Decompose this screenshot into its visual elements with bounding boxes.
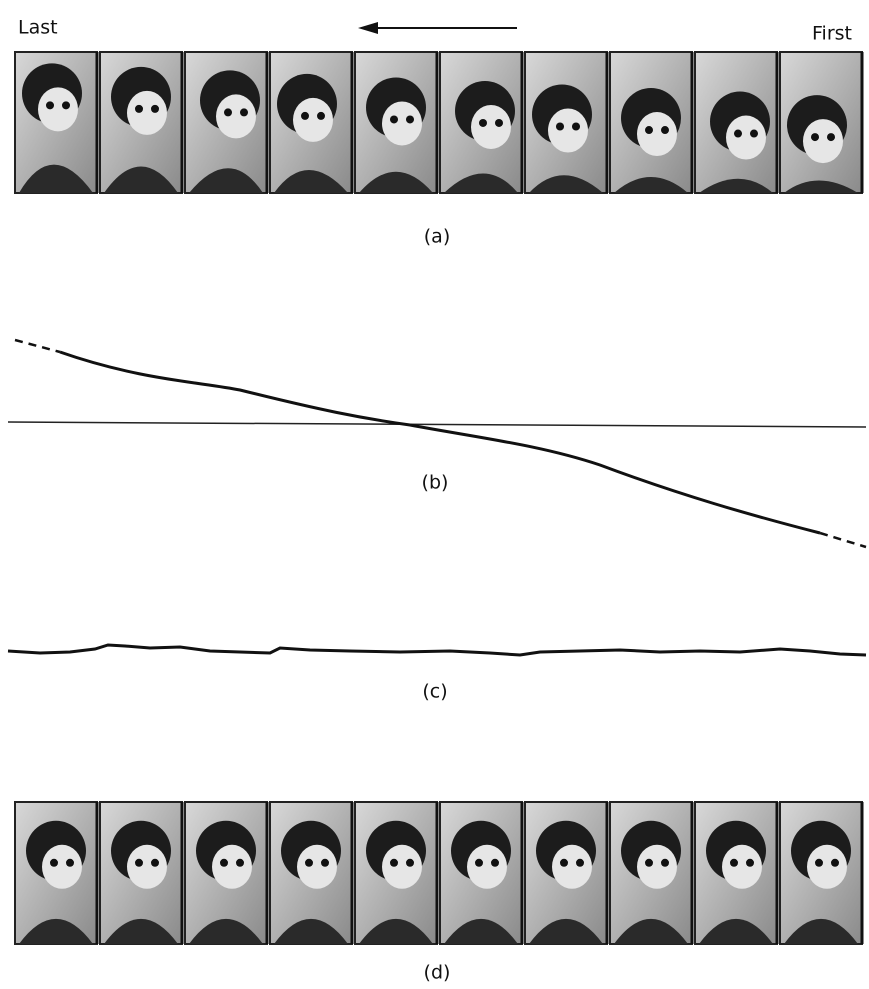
face	[127, 91, 167, 135]
eye	[50, 859, 58, 867]
panel-label: (b)	[422, 472, 449, 494]
frame	[440, 52, 522, 193]
frame	[355, 802, 437, 944]
curve-dashed	[15, 340, 60, 352]
frame	[525, 52, 607, 193]
eye	[224, 108, 232, 116]
eye	[46, 101, 54, 109]
panel-label: (d)	[424, 962, 451, 984]
face	[467, 845, 507, 889]
frame	[610, 802, 692, 944]
curve	[60, 352, 820, 533]
frame	[695, 52, 777, 193]
eye	[390, 115, 398, 123]
eye	[730, 859, 738, 867]
face	[471, 105, 511, 149]
eye	[135, 105, 143, 113]
eye	[151, 859, 159, 867]
frame	[185, 52, 267, 193]
eye	[661, 859, 669, 867]
frame	[355, 52, 437, 193]
eye	[572, 123, 580, 131]
eye	[151, 105, 159, 113]
eye	[811, 133, 819, 141]
eye	[390, 859, 398, 867]
eye	[661, 126, 669, 134]
face	[293, 98, 333, 142]
plot-b	[8, 340, 866, 547]
frame	[525, 802, 607, 944]
frame	[185, 802, 267, 944]
eye	[750, 130, 758, 138]
frame	[100, 802, 182, 944]
face	[637, 845, 677, 889]
eye	[475, 859, 483, 867]
panel-label: (a)	[424, 226, 450, 248]
eye	[645, 859, 653, 867]
eye	[240, 108, 248, 116]
eye	[305, 859, 313, 867]
eye	[831, 859, 839, 867]
face	[726, 116, 766, 160]
eye	[406, 115, 414, 123]
face	[382, 845, 422, 889]
eye	[236, 859, 244, 867]
frame	[270, 802, 352, 944]
face	[382, 101, 422, 145]
eye	[746, 859, 754, 867]
face	[42, 845, 82, 889]
eye	[827, 133, 835, 141]
face	[722, 845, 762, 889]
eye	[220, 859, 228, 867]
eye	[495, 119, 503, 127]
frame-strip-d	[15, 802, 862, 944]
eye	[734, 130, 742, 138]
eye	[321, 859, 329, 867]
eye	[301, 112, 309, 120]
panel-label: (c)	[422, 681, 447, 703]
first-label: First	[812, 23, 852, 45]
last-label: Last	[18, 17, 58, 39]
frame	[100, 52, 182, 193]
eye	[62, 101, 70, 109]
face	[637, 112, 677, 156]
face	[212, 845, 252, 889]
eye	[406, 859, 414, 867]
frame	[270, 52, 352, 193]
face	[807, 845, 847, 889]
face	[552, 845, 592, 889]
eye	[135, 859, 143, 867]
eye	[645, 126, 653, 134]
face	[548, 109, 588, 153]
face	[38, 87, 78, 131]
baseline	[8, 422, 866, 427]
trace-c	[8, 645, 866, 655]
direction-arrow	[358, 22, 517, 34]
eye	[317, 112, 325, 120]
eye	[479, 119, 487, 127]
face	[297, 845, 337, 889]
frame	[15, 52, 97, 193]
frame	[780, 802, 862, 944]
frame-strip-a	[15, 52, 862, 193]
eye	[556, 123, 564, 131]
face	[803, 119, 843, 163]
eye	[560, 859, 568, 867]
frame	[780, 52, 862, 193]
figure: Last First (a) (b) (c) (d)	[0, 0, 869, 985]
eye	[815, 859, 823, 867]
eye	[491, 859, 499, 867]
frame	[695, 802, 777, 944]
face	[216, 94, 256, 138]
curve-dashed	[820, 533, 866, 547]
eye	[576, 859, 584, 867]
eye	[66, 859, 74, 867]
frame	[15, 802, 97, 944]
face	[127, 845, 167, 889]
frame	[610, 52, 692, 193]
frame	[440, 802, 522, 944]
